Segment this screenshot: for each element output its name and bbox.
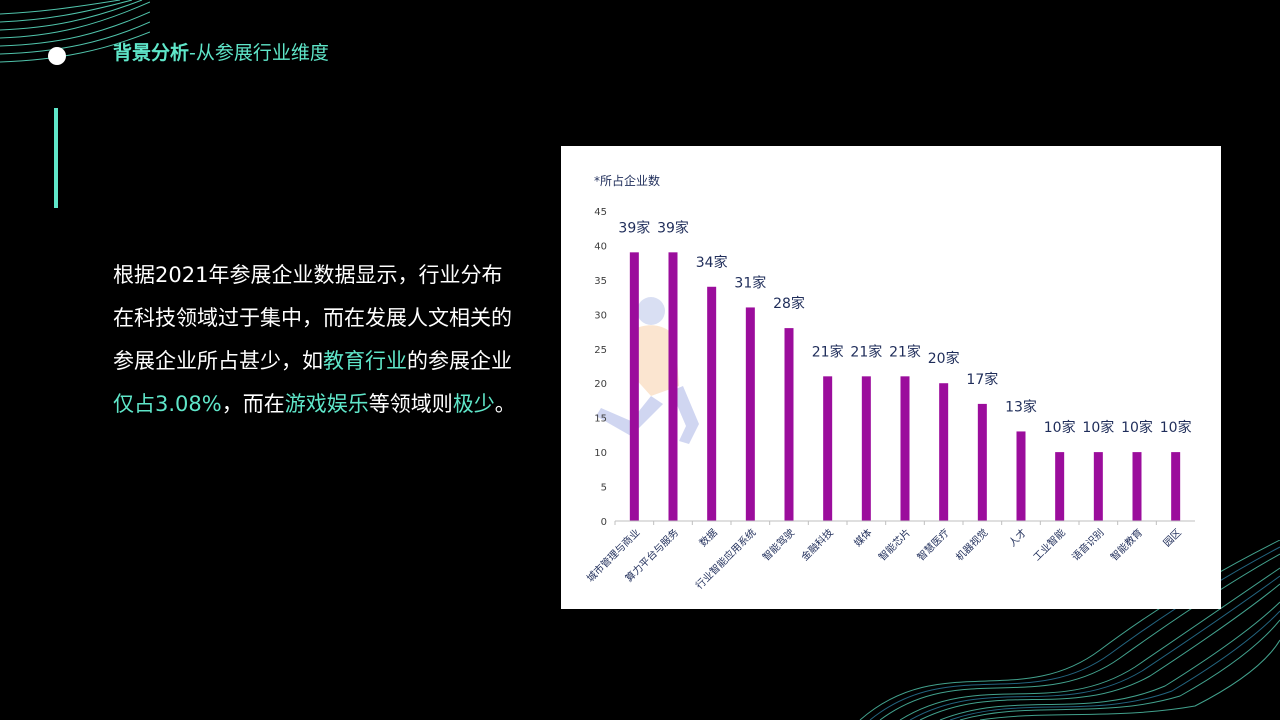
body-text-part: 根据2021年参展企业数据显示，行业分布在科技领域过于集中，而在发展人文相关的参… [113,263,512,373]
body-highlight-few: 极少 [452,392,495,416]
x-category-label: 工业智能 [1030,526,1067,563]
x-category-label: 语音识别 [1069,526,1106,563]
runner-illustration [596,297,699,444]
bar [1171,452,1181,521]
decorative-wave-lines-top-left [0,0,150,63]
y-tick-label: 25 [594,345,607,356]
y-tick-label: 45 [594,207,607,218]
body-text-part: 。 [494,392,516,416]
bar [861,376,871,521]
bar-chart: *所占企业数 0 5 10 15 20 25 30 35 40 45 39家 39家 34家 31家 28… [584,173,1195,592]
bar [668,252,678,521]
x-category-label: 智能芯片 [876,526,913,563]
y-tick-label: 5 [601,483,607,494]
x-category-label: 智能教育 [1108,526,1145,563]
bar [1132,452,1142,521]
bar-value-label: 13家 [1005,398,1037,415]
chart-panel: *所占企业数 0 5 10 15 20 25 30 35 40 45 39家 39家 34家 31家 28… [561,146,1221,609]
x-category-label: 媒体 [852,527,875,550]
accent-vertical-bar [54,108,58,208]
x-category-label: 金融科技 [798,526,835,563]
x-category-label: 人才 [1006,526,1029,549]
bar [707,286,717,521]
bar-value-label: 10家 [1082,419,1114,436]
page-title-main: 背景分析 [113,42,190,64]
bar-value-label: 31家 [734,274,766,291]
bar [1093,452,1103,521]
bar-value-label: 10家 [1121,419,1153,436]
body-highlight-education: 教育行业 [323,349,407,373]
body-highlight-gaming: 游戏娱乐 [284,392,369,416]
y-tick-label: 15 [594,414,607,425]
bar [784,328,794,521]
body-paragraph: 根据2021年参展企业数据显示，行业分布在科技领域过于集中，而在发展人文相关的参… [113,254,523,426]
bar [745,307,755,521]
bar-value-label: 17家 [966,371,998,388]
bar-value-label: 21家 [812,343,844,360]
bar-value-label: 39家 [618,219,650,236]
y-tick-label: 30 [594,310,607,321]
page-title-separator: - [189,42,196,64]
chart-title: *所占企业数 [594,173,660,188]
bar-value-label: 20家 [928,350,960,367]
y-tick-label: 0 [601,517,607,528]
bar-value-label: 39家 [657,219,689,236]
x-category-label: 机器视觉 [953,526,990,563]
bar-value-label: 10家 [1044,419,1076,436]
y-tick-label: 40 [594,241,607,252]
x-category-label: 数据 [696,526,719,549]
title-bullet-dot [48,47,66,65]
x-category-label: 园区 [1161,527,1184,550]
body-text-part: ，而在 [221,392,285,416]
bar [900,376,910,521]
bar [977,403,987,521]
bar-value-label: 10家 [1160,419,1192,436]
bar-value-label: 21家 [850,343,882,360]
bar [629,252,639,521]
bar [1016,431,1026,521]
y-tick-label: 35 [594,276,607,287]
bar [1055,452,1065,521]
bar-value-label: 21家 [889,343,921,360]
page-title-sub: 从参展行业维度 [195,42,329,64]
bar [939,383,949,521]
bar [823,376,833,521]
page-title: 背景分析-从参展行业维度 [113,38,329,68]
body-text-part: 的参展企业 [407,349,512,373]
decorative-wave-lines-bottom-right [859,540,1280,720]
y-tick-label: 10 [594,448,607,459]
body-text-part: 等领域则 [368,392,453,416]
bar-value-label: 34家 [696,254,728,271]
x-category-label: 智能驾驶 [760,526,797,563]
x-category-label: 智慧医疗 [914,526,951,563]
body-highlight-percentage: 仅占3.08% [113,392,222,416]
y-tick-label: 20 [594,379,607,390]
bar-value-label: 28家 [773,295,805,312]
